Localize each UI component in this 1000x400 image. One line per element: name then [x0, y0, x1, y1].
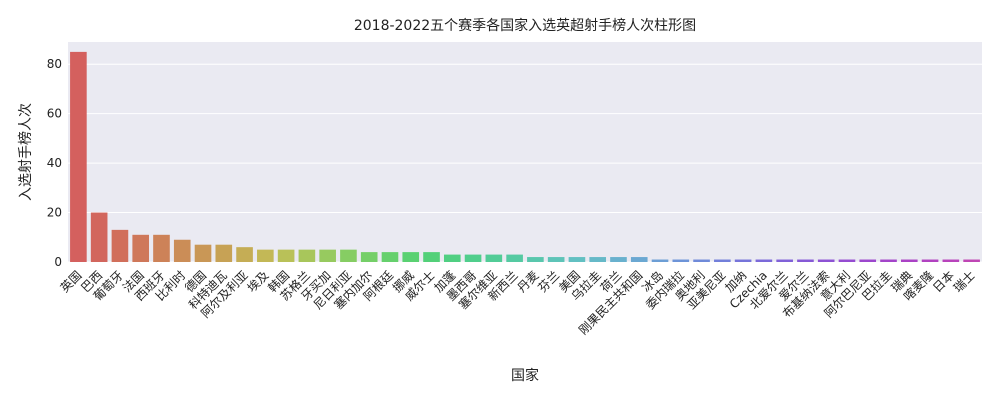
bar	[900, 259, 918, 262]
chart-title: 2018-2022五个赛季各国家入选英超射手榜人次柱形图	[354, 17, 696, 34]
bar	[381, 252, 399, 262]
x-tick-label: 瑞士	[951, 268, 978, 295]
bar	[90, 212, 108, 262]
bar	[132, 234, 150, 262]
bar	[817, 259, 835, 262]
bar	[257, 249, 274, 262]
bar	[797, 259, 814, 262]
y-axis-ticks: 0 20 40 60 80	[47, 57, 62, 269]
bar	[838, 259, 856, 262]
x-tick-label: 英国	[58, 268, 85, 295]
bar	[173, 239, 191, 262]
bar	[360, 252, 378, 262]
bar	[277, 249, 295, 262]
x-tick-label: 日本	[930, 268, 957, 295]
bar	[443, 254, 461, 262]
bar	[547, 257, 565, 262]
bars	[70, 51, 980, 263]
bar	[630, 257, 648, 262]
bar	[963, 259, 980, 262]
y-tick-label: 80	[47, 57, 62, 71]
bar	[464, 254, 482, 262]
bar	[568, 257, 586, 262]
bar	[215, 244, 233, 262]
bar	[610, 257, 627, 262]
bar	[880, 259, 897, 262]
bar	[859, 259, 877, 262]
bar	[527, 257, 544, 262]
bar	[693, 259, 710, 262]
bar	[734, 259, 752, 262]
bar	[506, 254, 523, 262]
bar	[111, 229, 129, 262]
bar	[402, 252, 420, 262]
y-tick-label: 0	[54, 255, 62, 269]
bar	[942, 259, 960, 262]
bar	[236, 247, 253, 262]
x-axis-label: 国家	[511, 367, 539, 384]
x-tick-label: 埃及	[245, 268, 272, 295]
bar	[589, 257, 607, 262]
bar	[921, 259, 939, 262]
x-tick-label: 丹麦	[515, 268, 542, 295]
x-axis-ticks: 英国巴西葡萄牙法国西班牙比利时德国科特迪瓦阿尔及利亚埃及韩国苏格兰牙买加尼日利亚…	[58, 268, 978, 338]
bar	[672, 259, 690, 262]
bar	[153, 234, 170, 262]
y-tick-label: 40	[47, 156, 62, 170]
bar	[194, 244, 212, 262]
bar	[298, 249, 316, 262]
plot-area	[68, 42, 982, 262]
bar	[755, 259, 773, 262]
x-tick-label: 芬兰	[535, 268, 562, 295]
bar	[70, 51, 87, 263]
bar	[485, 254, 503, 262]
bar	[423, 252, 440, 262]
y-tick-label: 60	[47, 107, 62, 121]
bar	[340, 249, 357, 262]
bar	[651, 259, 669, 262]
bar	[776, 259, 793, 262]
y-axis-label: 入选射手榜人次	[17, 103, 34, 201]
bar	[319, 249, 336, 262]
bar	[714, 259, 731, 262]
y-tick-label: 20	[47, 206, 62, 220]
